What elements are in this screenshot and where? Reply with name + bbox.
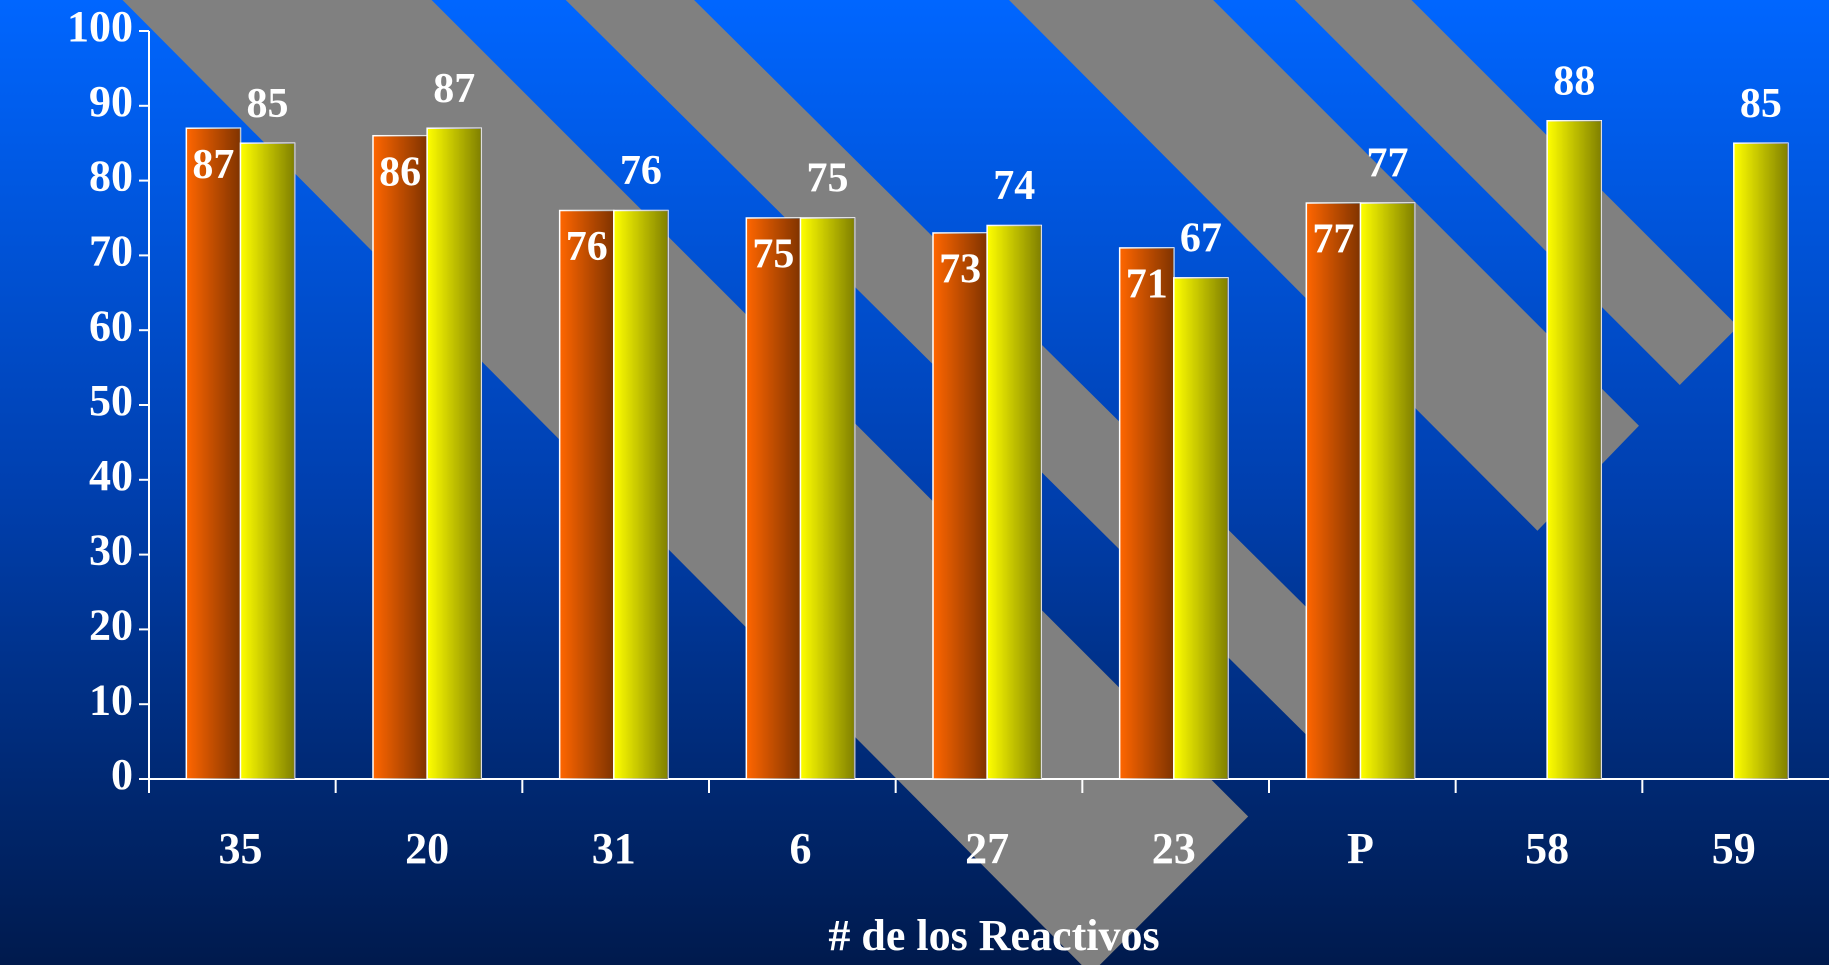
value-label: 85 [247, 81, 289, 127]
value-label: 86 [379, 149, 421, 195]
bar-shade [1306, 203, 1361, 780]
bar-shade [746, 218, 801, 779]
bar-shade [240, 143, 295, 779]
x-tick-label: 35 [218, 824, 262, 873]
x-tick-label: 31 [592, 824, 636, 873]
value-label: 67 [1180, 215, 1222, 261]
bar-shade [373, 135, 428, 780]
bar-shade [1173, 277, 1228, 779]
value-label: 75 [807, 156, 849, 202]
bar-shade [427, 128, 482, 780]
value-label: 71 [1126, 262, 1168, 308]
value-label: 73 [939, 247, 981, 293]
x-tick-label: 23 [1152, 824, 1196, 873]
value-label: 76 [566, 224, 608, 270]
x-tick-label: P [1347, 824, 1374, 873]
y-tick-label: 100 [67, 2, 133, 51]
x-axis-label: # de los Reactivos [828, 911, 1159, 960]
y-tick-label: 90 [89, 77, 133, 126]
y-tick-label: 40 [89, 451, 133, 500]
value-label: 87 [433, 66, 475, 112]
bar-shade [1733, 143, 1788, 779]
y-tick-label: 0 [111, 750, 133, 799]
bar-shade [800, 218, 855, 779]
value-label: 87 [192, 142, 234, 188]
x-tick-label: 58 [1525, 824, 1569, 873]
y-tick-label: 70 [89, 226, 133, 275]
value-label: 75 [752, 232, 794, 278]
bar-shade [933, 232, 988, 779]
y-tick-label: 60 [89, 301, 133, 350]
value-label: 77 [1367, 141, 1409, 187]
bar-shade [1119, 247, 1174, 780]
x-tick-label: 27 [965, 824, 1009, 873]
value-label: 74 [993, 163, 1035, 209]
value-label: 88 [1553, 58, 1595, 104]
x-tick-label: 6 [789, 824, 811, 873]
bar-shade [987, 225, 1042, 780]
y-tick-label: 20 [89, 600, 133, 649]
x-tick-label: 20 [405, 824, 449, 873]
bar-shade [186, 128, 241, 780]
bar-shade [1547, 120, 1602, 779]
y-tick-label: 10 [89, 675, 133, 724]
x-tick-label: 59 [1712, 824, 1756, 873]
bar-shade [613, 210, 668, 779]
value-label: 76 [620, 148, 662, 194]
value-label: 85 [1740, 81, 1782, 127]
bar-shade [559, 210, 614, 779]
bar-shade [1360, 203, 1415, 780]
y-tick-label: 80 [89, 152, 133, 201]
stripe [1294, 0, 1739, 385]
y-tick-label: 30 [89, 526, 133, 575]
y-tick-label: 50 [89, 376, 133, 425]
value-label: 77 [1312, 217, 1354, 263]
